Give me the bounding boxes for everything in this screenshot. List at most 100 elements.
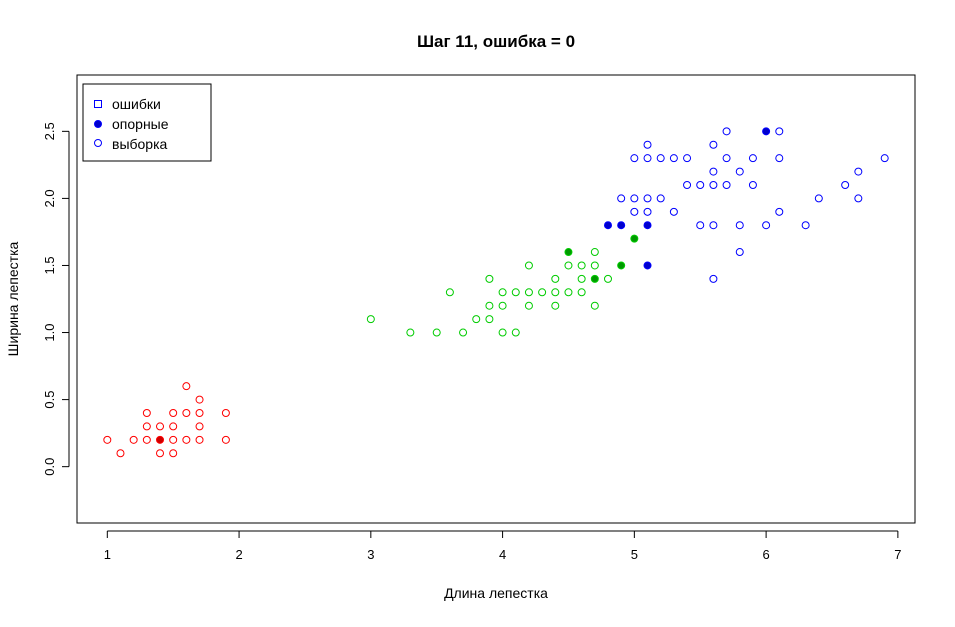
x-tick-label: 3 (367, 547, 374, 562)
virginica-sample-point (696, 221, 705, 230)
virginica-support-point (762, 127, 771, 136)
virginica-sample-point (735, 167, 744, 176)
versicolor-sample-point (590, 261, 599, 270)
versicolor-sample-point (551, 301, 560, 310)
x-tick-label: 7 (894, 547, 901, 562)
virginica-sample-point (880, 154, 889, 163)
virginica-sample-point (656, 194, 665, 203)
versicolor-support-point (564, 248, 573, 257)
virginica-sample-point (775, 154, 784, 163)
versicolor-support-point (630, 234, 639, 243)
versicolor-sample-point (485, 301, 494, 310)
setosa-sample-point (182, 435, 191, 444)
versicolor-sample-point (577, 288, 586, 297)
legend-errors-label: ошибки (112, 96, 161, 112)
versicolor-sample-point (590, 301, 599, 310)
x-tick-label: 1 (104, 547, 111, 562)
virginica-sample-point (630, 154, 639, 163)
data-points (103, 127, 889, 458)
virginica-sample-point (630, 207, 639, 216)
virginica-sample-point (775, 127, 784, 136)
chart-title: Шаг 11, ошибка = 0 (417, 32, 575, 51)
versicolor-sample-point (498, 301, 507, 310)
setosa-sample-point (142, 435, 151, 444)
virginica-sample-point (709, 221, 718, 230)
y-tick-label: 1.0 (42, 323, 57, 341)
versicolor-sample-point (511, 288, 520, 297)
versicolor-sample-point (485, 315, 494, 324)
virginica-sample-point (683, 180, 692, 189)
virginica-sample-point (854, 167, 863, 176)
virginica-sample-point (762, 221, 771, 230)
x-tick-label: 5 (631, 547, 638, 562)
setosa-support-point (156, 435, 165, 444)
y-tick-label: 2.0 (42, 189, 57, 207)
setosa-sample-point (182, 409, 191, 418)
versicolor-sample-point (472, 315, 481, 324)
versicolor-sample-point (577, 274, 586, 283)
versicolor-sample-point (485, 274, 494, 283)
setosa-sample-point (169, 422, 178, 431)
legend-support-label: опорные (112, 116, 169, 132)
virginica-sample-point (656, 154, 665, 163)
versicolor-sample-point (590, 248, 599, 257)
virginica-sample-point (643, 140, 652, 149)
versicolor-sample-point (366, 315, 375, 324)
setosa-sample-point (103, 435, 112, 444)
y-axis-label: Ширина лепестка (5, 241, 21, 356)
setosa-sample-point (195, 395, 204, 404)
setosa-sample-point (169, 435, 178, 444)
x-tick-label: 2 (235, 547, 242, 562)
virginica-sample-point (643, 154, 652, 163)
versicolor-sample-point (498, 288, 507, 297)
versicolor-sample-point (524, 301, 533, 310)
setosa-sample-point (169, 449, 178, 458)
legend-sample-label: выборка (112, 136, 168, 152)
virginica-sample-point (801, 221, 810, 230)
x-tick-label: 6 (762, 547, 769, 562)
versicolor-support-point (617, 261, 626, 270)
setosa-sample-point (169, 409, 178, 418)
versicolor-sample-point (511, 328, 520, 337)
virginica-sample-point (722, 127, 731, 136)
virginica-sample-point (814, 194, 823, 203)
virginica-sample-point (722, 180, 731, 189)
versicolor-sample-point (603, 274, 612, 283)
virginica-support-point (643, 261, 652, 270)
virginica-sample-point (669, 207, 678, 216)
y-tick-label: 0.5 (42, 391, 57, 409)
legend-box (82, 83, 212, 162)
setosa-sample-point (195, 435, 204, 444)
virginica-support-point (643, 221, 652, 230)
virginica-sample-point (748, 154, 757, 163)
x-tick-label: 4 (499, 547, 506, 562)
virginica-sample-point (696, 180, 705, 189)
versicolor-sample-point (564, 261, 573, 270)
virginica-support-point (603, 221, 612, 230)
setosa-sample-point (129, 435, 138, 444)
virginica-sample-point (709, 274, 718, 283)
versicolor-sample-point (406, 328, 415, 337)
versicolor-support-point (590, 274, 599, 283)
legend: ошибки опорные выборка (82, 83, 212, 162)
versicolor-sample-point (459, 328, 468, 337)
setosa-sample-point (221, 409, 230, 418)
virginica-sample-point (709, 167, 718, 176)
versicolor-sample-point (432, 328, 441, 337)
legend-sample-marker (94, 139, 102, 147)
virginica-sample-point (709, 180, 718, 189)
setosa-sample-point (195, 422, 204, 431)
legend-errors-marker (94, 100, 102, 108)
virginica-support-point (617, 221, 626, 230)
versicolor-sample-point (564, 288, 573, 297)
versicolor-sample-point (524, 288, 533, 297)
virginica-sample-point (735, 221, 744, 230)
virginica-sample-point (683, 154, 692, 163)
setosa-sample-point (156, 422, 165, 431)
x-axis: 1 2 3 4 5 6 7 (104, 530, 901, 562)
virginica-sample-point (643, 194, 652, 203)
virginica-sample-point (775, 207, 784, 216)
virginica-sample-point (669, 154, 678, 163)
